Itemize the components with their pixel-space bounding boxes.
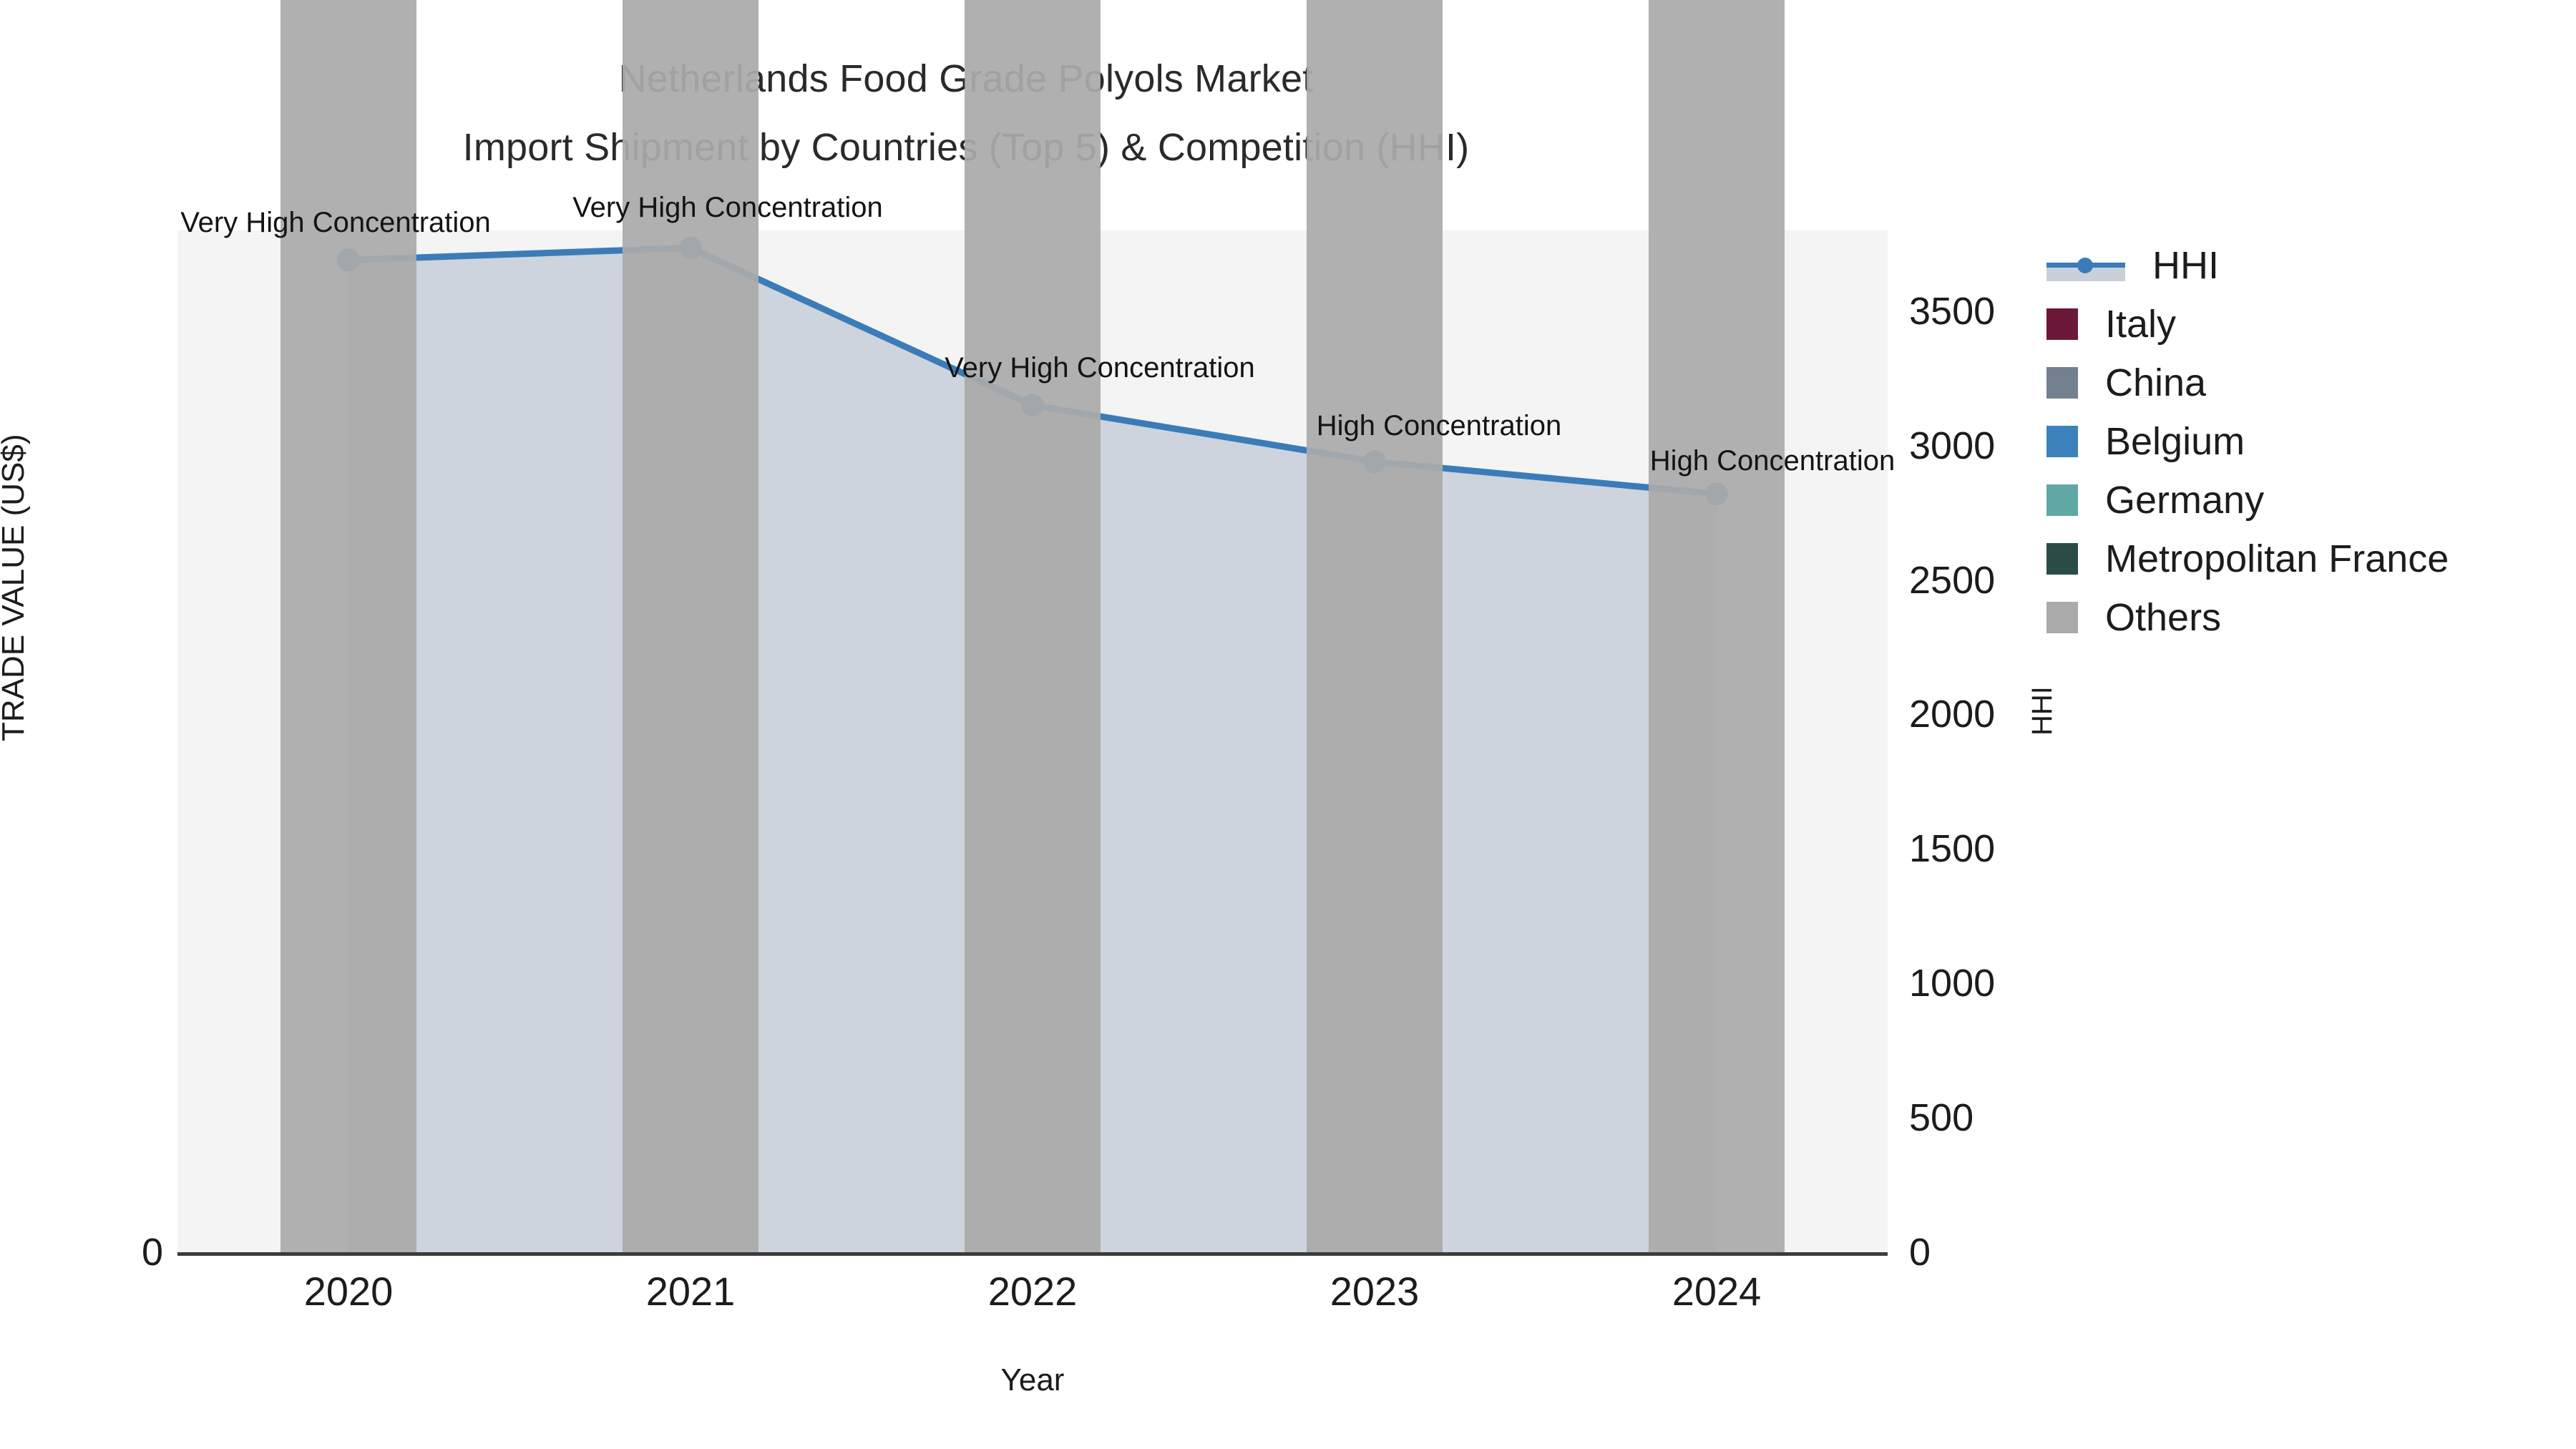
right-axis-tick: 500 bbox=[1909, 1096, 1974, 1140]
x-axis-line bbox=[177, 1252, 1888, 1256]
legend-label: China bbox=[2105, 361, 2207, 404]
bar-stack[interactable] bbox=[623, 0, 758, 1252]
legend-label: Others bbox=[2105, 596, 2222, 639]
concentration-annotation: Very High Concentration bbox=[945, 352, 1255, 384]
legend-swatch-icon bbox=[2046, 484, 2078, 516]
right-axis-tick: 3000 bbox=[1909, 424, 1996, 467]
legend-item[interactable]: Metropolitan France bbox=[2046, 530, 2449, 588]
legend-item[interactable]: Others bbox=[2046, 588, 2449, 647]
concentration-annotation: High Concentration bbox=[1316, 410, 1562, 442]
right-axis-label: HHI bbox=[2026, 686, 2058, 736]
x-axis-tick: 2023 bbox=[1330, 1269, 1420, 1314]
bar-segment[interactable] bbox=[1307, 0, 1443, 1252]
bar-segment[interactable] bbox=[1649, 0, 1785, 1252]
hhi-legend-key-icon bbox=[2046, 250, 2125, 281]
legend-item[interactable]: Italy bbox=[2046, 295, 2449, 353]
right-axis-tick: 2500 bbox=[1909, 558, 1996, 602]
bar-stack[interactable] bbox=[1307, 0, 1443, 1252]
concentration-annotation: Very High Concentration bbox=[180, 207, 491, 239]
legend-label: Belgium bbox=[2105, 420, 2245, 463]
x-axis-tick: 2024 bbox=[1672, 1269, 1762, 1314]
legend-item[interactable]: Germany bbox=[2046, 471, 2449, 530]
bar-stack[interactable] bbox=[1649, 0, 1785, 1252]
right-axis-tick: 1000 bbox=[1909, 962, 1996, 1005]
left-axis-label: TRADE VALUE (US$) bbox=[0, 434, 31, 742]
left-axis-tick: 0 bbox=[141, 1231, 163, 1274]
bar-stack[interactable] bbox=[965, 0, 1101, 1252]
legend-item[interactable]: Belgium bbox=[2046, 412, 2449, 471]
legend-swatch-icon bbox=[2046, 602, 2078, 633]
legend-swatch-icon bbox=[2046, 367, 2078, 399]
bar-stack[interactable] bbox=[280, 0, 416, 1252]
x-axis-tick: 2022 bbox=[987, 1269, 1078, 1314]
concentration-annotation: High Concentration bbox=[1649, 445, 1896, 477]
right-axis-tick: 3500 bbox=[1909, 289, 1996, 333]
right-axis-tick: 2000 bbox=[1909, 693, 1996, 736]
plot-area: Very High Concentration Very High Concent… bbox=[177, 0, 1895, 1254]
x-axis-label: Year bbox=[1000, 1362, 1065, 1397]
legend-label: Metropolitan France bbox=[2105, 537, 2449, 580]
legend-label: Germany bbox=[2105, 479, 2265, 522]
bar-segment[interactable] bbox=[280, 0, 416, 1252]
bar-segment[interactable] bbox=[965, 0, 1101, 1252]
concentration-annotation: Very High Concentration bbox=[572, 192, 883, 224]
legend-label: Italy bbox=[2105, 303, 2177, 346]
right-axis-tick: 0 bbox=[1909, 1231, 1931, 1274]
legend-item[interactable]: China bbox=[2046, 353, 2449, 412]
x-axis-tick: 2020 bbox=[303, 1269, 394, 1314]
bar-segment[interactable] bbox=[623, 0, 758, 1252]
legend: HHI Italy China Belgium Germany Metropolitan … bbox=[2046, 236, 2449, 647]
legend-swatch-icon bbox=[2046, 308, 2078, 340]
right-axis-tick: 1500 bbox=[1909, 827, 1996, 871]
legend-swatch-icon bbox=[2046, 426, 2078, 457]
legend-swatch-icon bbox=[2046, 543, 2078, 575]
legend-label: HHI bbox=[2152, 244, 2219, 287]
legend-item[interactable]: HHI bbox=[2046, 236, 2449, 295]
x-axis-tick: 2021 bbox=[645, 1269, 736, 1314]
